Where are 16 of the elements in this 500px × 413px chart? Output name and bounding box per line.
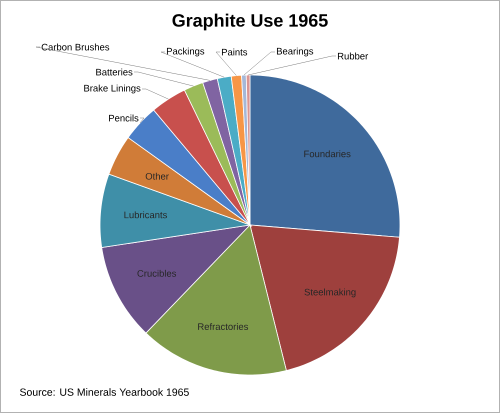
slice-label: Pencils — [109, 114, 138, 122]
chart-title: Graphite Use 1965 — [172, 14, 328, 30]
slice-label: Batteries — [96, 68, 132, 76]
slice-label: Lubricants — [124, 211, 167, 218]
slice-label: Packings — [166, 48, 204, 56]
slice-label: Paints — [222, 48, 248, 56]
slice-label: Bearings — [276, 48, 314, 56]
slice-label: Foundaries — [304, 150, 351, 158]
slice-label: Refractories — [198, 323, 248, 330]
slice-label: Other — [146, 172, 169, 180]
slice-label: Rubber — [338, 52, 368, 60]
source-note: Source: US Minerals Yearbook 1965 — [20, 388, 189, 396]
slice-label: Steelmaking — [304, 288, 356, 298]
slice-label: Crucibles — [137, 270, 176, 277]
slice-label: Brake Linings — [84, 84, 140, 94]
slice-label: Carbon Brushes — [42, 44, 110, 50]
